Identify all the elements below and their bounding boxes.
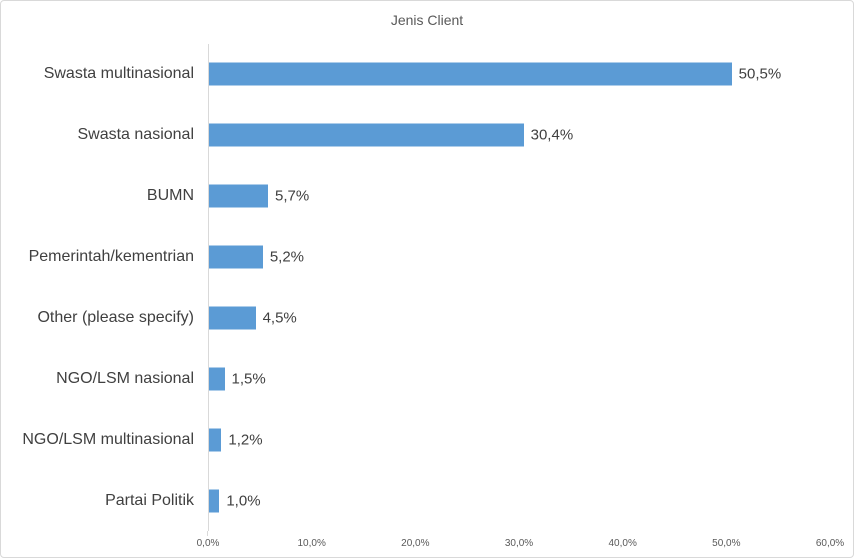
bar <box>209 306 256 330</box>
category-label: Swasta multinasional <box>43 65 194 83</box>
x-tick-label: 30,0% <box>504 538 534 549</box>
bar-row: 1,0% <box>209 470 830 531</box>
x-tick-label: 60,0% <box>815 538 845 549</box>
bar-row: 1,5% <box>209 348 830 409</box>
category-label: Swasta nasional <box>77 126 194 144</box>
chart-title: Jenis Client <box>390 12 464 28</box>
bar <box>209 123 524 147</box>
value-label: 1,5% <box>231 370 266 388</box>
category-label: BUMN <box>146 187 194 205</box>
value-label: 1,0% <box>226 492 261 510</box>
bar <box>209 184 268 208</box>
category-label: NGO/LSM multinasional <box>22 430 194 448</box>
bar <box>209 428 222 452</box>
x-axis-tick-mark <box>207 531 208 536</box>
plot-area: 50,5% 30,4% 5,7% 5,2% 4,5% 1,5% 1,2% 1,0% <box>208 44 830 531</box>
category-labels: Swasta multinasional Swasta nasional BUMN P… <box>1 44 194 531</box>
bar-row: 30,4% <box>209 105 830 166</box>
x-tick-label: 10,0% <box>297 538 326 549</box>
x-axis: 0,0% 10,0% 20,0% 30,0% 40,0% 50,0% 60,0% <box>197 531 844 557</box>
bar <box>209 62 732 86</box>
bar-row: 50,5% <box>209 44 830 105</box>
bar <box>209 367 225 391</box>
bar-row: 1,2% <box>209 409 830 470</box>
x-tick-label: 50,0% <box>712 538 741 549</box>
bar <box>209 245 263 269</box>
bar-row: 5,2% <box>209 227 830 288</box>
value-label: 4,5% <box>262 309 297 327</box>
x-tick-label: 0,0% <box>196 538 220 549</box>
value-label: 5,2% <box>269 248 305 266</box>
x-tick-label: 40,0% <box>608 538 637 549</box>
value-label: 5,7% <box>274 187 310 205</box>
x-tick-label: 20,0% <box>401 538 430 549</box>
bar <box>209 489 220 513</box>
value-label: 30,4% <box>530 126 574 144</box>
value-label: 1,2% <box>228 431 263 449</box>
bar-row: 4,5% <box>209 288 830 349</box>
category-label: NGO/LSM nasional <box>56 369 194 387</box>
bar-row: 5,7% <box>209 166 830 227</box>
category-label: Pemerintah/kementrian <box>28 248 194 266</box>
category-label: Partai Politik <box>105 491 194 509</box>
category-label: Other (please specify) <box>37 308 194 326</box>
value-label: 50,5% <box>738 65 782 83</box>
